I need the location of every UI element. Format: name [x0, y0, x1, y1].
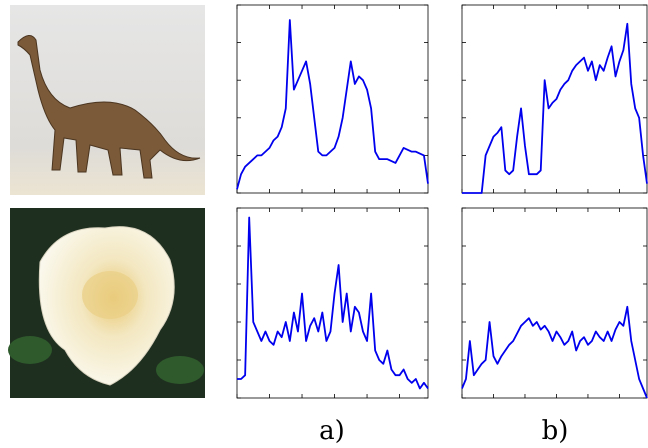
plot-frame: [461, 207, 648, 399]
histogram-line: [462, 22, 648, 194]
plot-frame: [236, 4, 429, 194]
dinosaur-image: [10, 5, 205, 195]
histogram-line: [237, 216, 429, 390]
histogram-line: [461, 305, 648, 399]
caption: b): [542, 416, 569, 446]
caption: a): [319, 416, 345, 446]
histogram-line: [236, 19, 429, 190]
plot-frame: [461, 4, 648, 194]
plot-frame: [236, 207, 429, 399]
rose-image: [8, 208, 205, 398]
